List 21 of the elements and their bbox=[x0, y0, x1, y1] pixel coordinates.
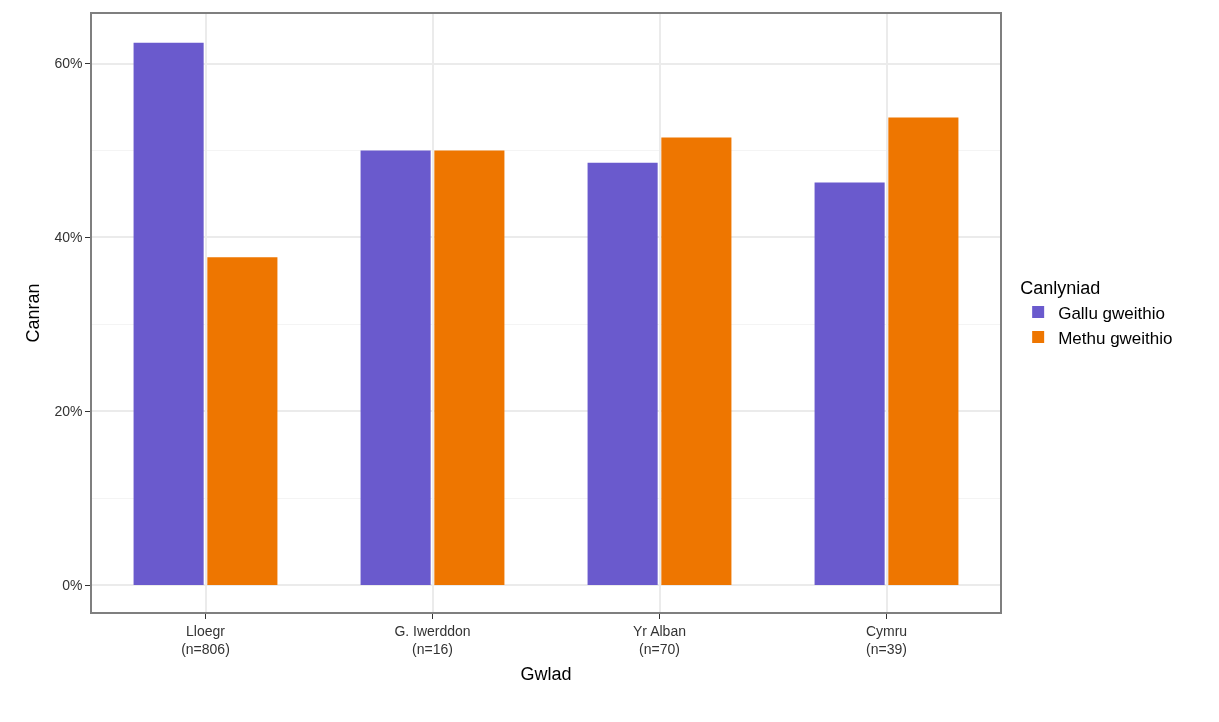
y-tick-label: 0% bbox=[62, 576, 83, 593]
x-tick-label: Yr Alban (n=70) bbox=[633, 622, 686, 657]
y-tick-label: 60% bbox=[54, 55, 83, 72]
y-axis-title: Canran bbox=[23, 283, 44, 343]
x-axis-title: Gwlad bbox=[520, 664, 572, 685]
bar bbox=[207, 257, 278, 586]
bar bbox=[661, 137, 732, 586]
legend-label: Gallu gweithio bbox=[1058, 303, 1165, 323]
y-tick-label: 40% bbox=[54, 229, 83, 246]
bar bbox=[587, 162, 658, 586]
y-tick-label: 20% bbox=[54, 403, 83, 420]
bar bbox=[133, 42, 204, 586]
x-tick-label: G. Iwerddon (n=16) bbox=[394, 622, 471, 657]
x-tick-label: Lloegr (n=806) bbox=[181, 622, 230, 657]
bar bbox=[360, 150, 431, 586]
x-tick-label: Cymru (n=39) bbox=[865, 622, 908, 657]
legend-label: Methu gweithio bbox=[1058, 328, 1173, 348]
bar bbox=[814, 182, 885, 586]
bar bbox=[434, 150, 505, 586]
bar bbox=[888, 117, 959, 586]
legend-title: Canlyniad bbox=[1020, 278, 1101, 299]
